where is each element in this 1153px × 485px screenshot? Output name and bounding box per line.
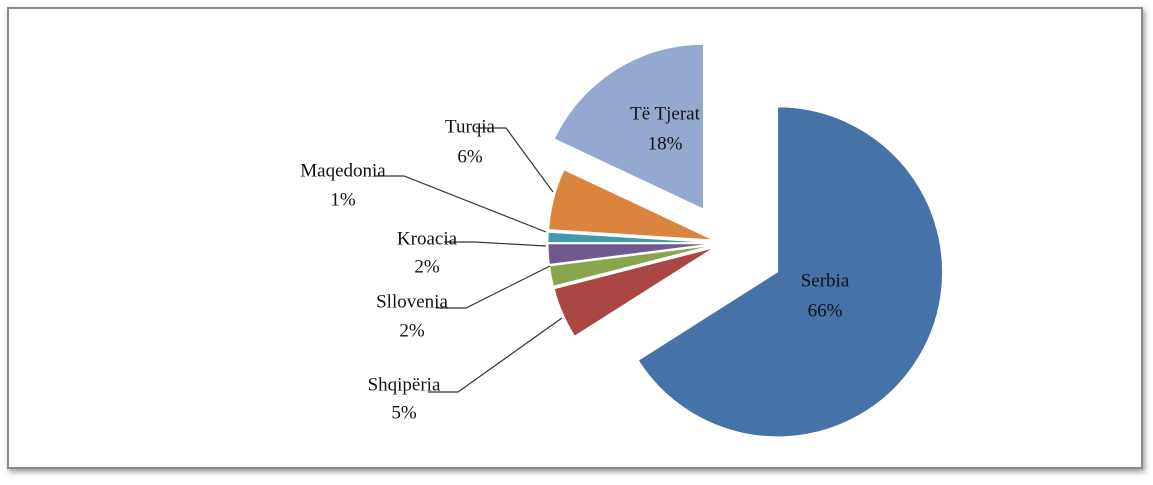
slice-value-label: 5%	[391, 402, 417, 423]
pie-slice	[548, 169, 714, 241]
pie-slice	[637, 106, 944, 438]
pie-slice	[553, 43, 705, 211]
slice-value-label: 18%	[648, 133, 683, 154]
slice-value-label: 2%	[399, 320, 425, 341]
leader-line	[428, 317, 563, 393]
leader-line	[436, 265, 551, 309]
leader-line	[476, 127, 554, 193]
slice-value-label: 1%	[330, 189, 356, 210]
slice-value-label: 6%	[457, 146, 483, 167]
pie	[547, 43, 944, 438]
leader-line	[374, 175, 547, 233]
slice-label: Të Tjerat	[630, 103, 701, 124]
slice-label: Maqedonia	[300, 160, 386, 181]
leader-line	[444, 241, 547, 247]
slice-value-label: 66%	[808, 300, 843, 321]
labels: Serbia 66% Shqipëria 5% Sllovenia 2% Kroacia 2%…	[300, 103, 850, 423]
slice-label: Serbia	[801, 270, 850, 291]
pie-slice	[553, 247, 715, 337]
slice-label: Sllovenia	[376, 291, 448, 312]
slice-label: Kroacia	[397, 228, 458, 249]
slice-label: Shqipëria	[368, 374, 441, 395]
slice-label: Turqia	[445, 116, 496, 137]
pie-slice	[547, 243, 714, 265]
pie-slice	[547, 231, 714, 244]
slice-value-label: 2%	[414, 256, 440, 277]
